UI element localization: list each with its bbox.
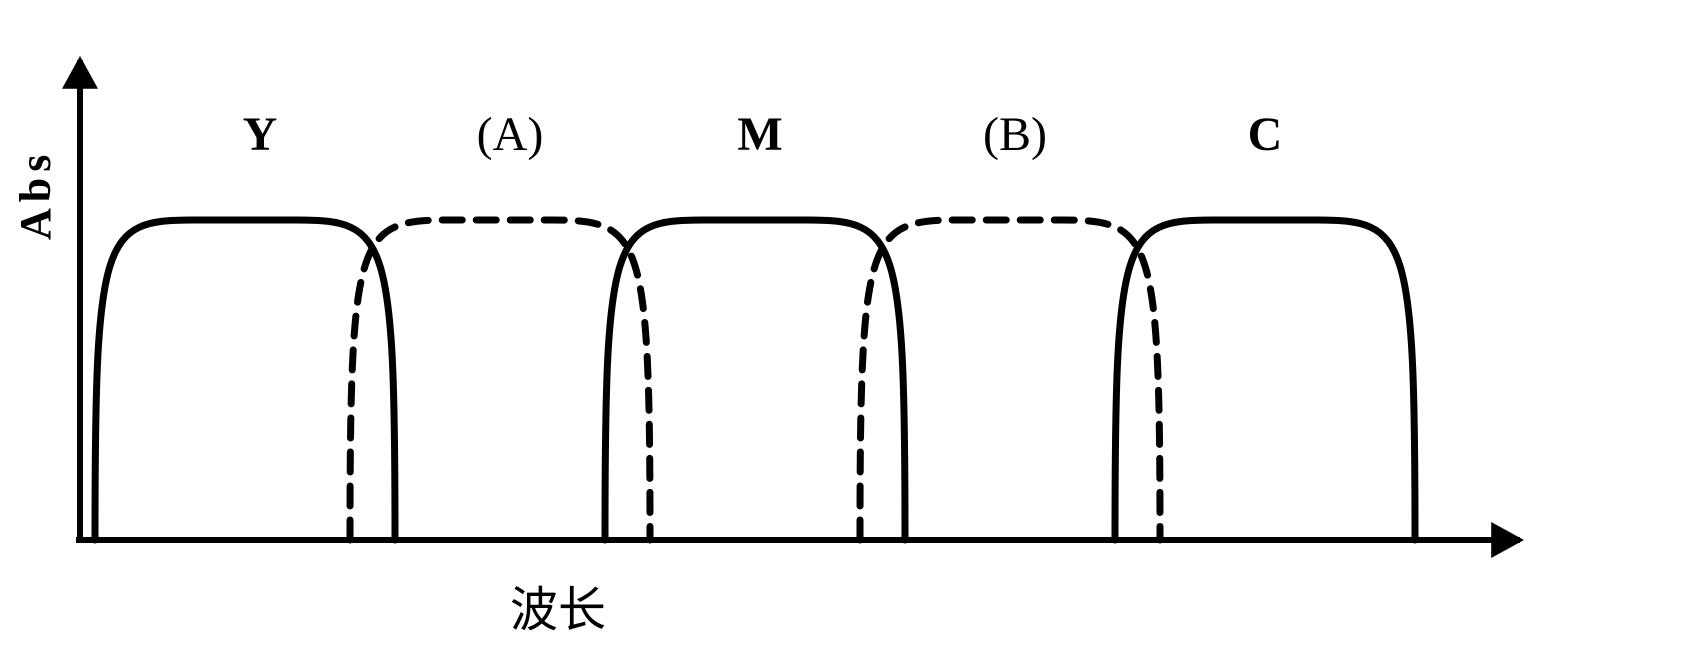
x-axis-arrow	[1491, 522, 1524, 558]
series-label-b: (B)	[983, 108, 1047, 161]
chart-plot-area: Y (A) M (B) C	[40, 40, 1540, 620]
series-label-c: C	[1248, 108, 1283, 161]
y-axis-label: Abs	[10, 149, 61, 240]
absorption-chart: Abs Y(A)M(B)C 波长	[40, 40, 1540, 620]
x-axis-label: 波长	[510, 570, 606, 640]
y-axis-arrow	[62, 56, 98, 89]
series-label-y: Y	[243, 108, 278, 161]
series-label-m: M	[737, 108, 782, 161]
series-label-a: (A)	[477, 108, 544, 161]
